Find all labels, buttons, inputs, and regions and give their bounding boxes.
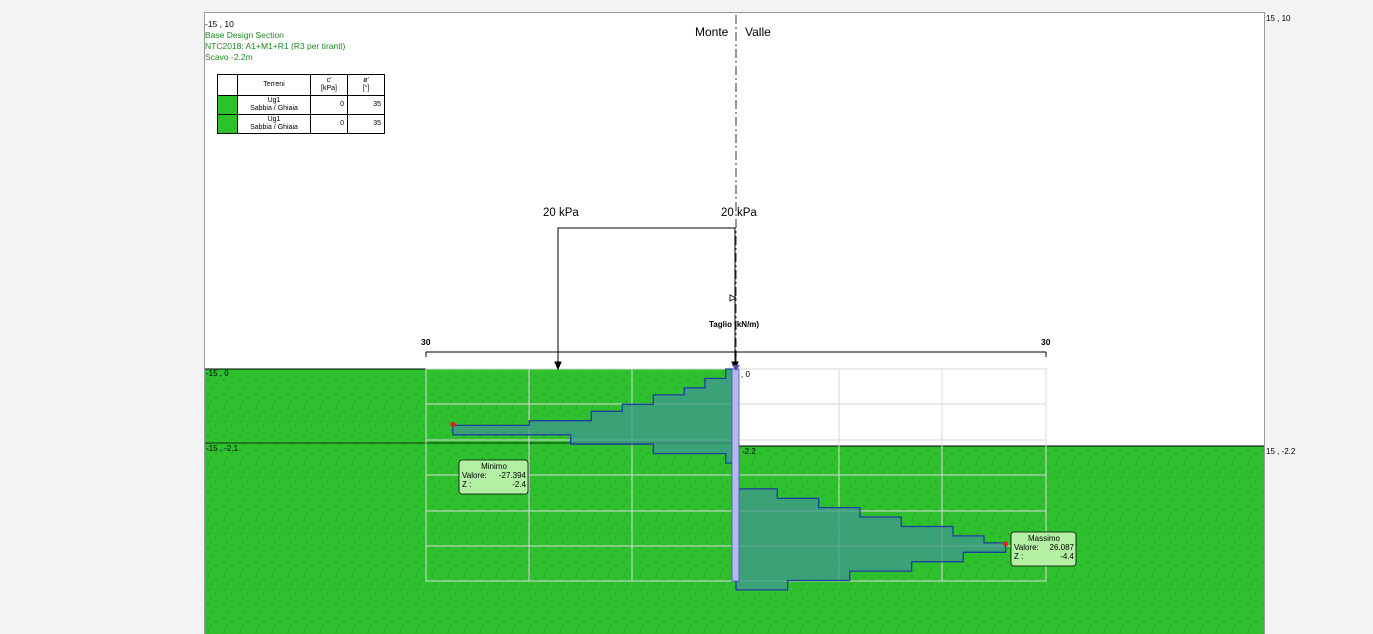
soil-table: Terreni c' [kPa] ø' [°] Ug1 Sabbia / Ghiaia… [217, 74, 385, 134]
monte-label: Monte [695, 25, 729, 39]
soil-table-c-header: c' [kPa] [310, 74, 348, 96]
coord-left-ground: -15 , 0 [206, 369, 229, 378]
coord-right-excavation: 15 , -2.2 [1266, 447, 1296, 456]
maximum-title: Massimo [1027, 534, 1060, 543]
minimum-z: -2.4 [512, 480, 526, 489]
minimum-marker[interactable] [450, 421, 456, 427]
diagram-title: Taglio (kN/m) [709, 320, 760, 329]
coord-top-right: 15 , 10 [1266, 14, 1291, 23]
c-unit: [kPa] [321, 85, 337, 92]
soil-table-phi-header: ø' [°] [347, 74, 385, 96]
maximum-marker[interactable] [1003, 541, 1009, 547]
phi-label: ø' [363, 77, 369, 84]
wall-top-label: , 0 [741, 370, 750, 379]
soil-table-row[interactable]: Ug1 Sabbia / Ghiaia 0 35 [217, 95, 385, 115]
coord-left-excavation: -15 , -2.1 [206, 444, 239, 453]
valle-label: Valle [745, 25, 771, 39]
wall-head-marker-icon [732, 365, 740, 371]
soil-phi-value: 35 [347, 114, 385, 134]
coord-top-left: -15 , 10 [205, 19, 234, 29]
surcharge-load[interactable] [554, 227, 739, 371]
soil-type: Sabbia / Ghiaia [250, 124, 298, 131]
minimum-value-row: Valore: -27.394 [462, 471, 526, 480]
scale-right-label: 30 [1041, 337, 1051, 347]
soil-table-name-header: Terreni [237, 74, 311, 96]
section-canvas[interactable]: -15 , 10 Base Design Section NTC2018: A1… [204, 12, 1265, 634]
soil-phi-value: 35 [347, 95, 385, 115]
load-left-label: 20 kPa [543, 207, 579, 219]
maximum-z-label: Z : [1014, 552, 1024, 561]
diagram-marker-icon [729, 294, 737, 302]
minimum-z-row: Z : -2.4 [462, 480, 526, 489]
soil-id: Ug1 [267, 97, 281, 104]
load-right-label: 20 kPa [721, 207, 757, 219]
minimum-value: -27.394 [498, 471, 526, 480]
diagram-scale-bar [425, 351, 1047, 357]
section-info: -15 , 10 Base Design Section NTC2018: A1… [205, 19, 345, 63]
soil-id: Ug1 [267, 116, 281, 123]
minimum-callout-box [458, 459, 529, 495]
soil-c-value: 0 [310, 95, 348, 115]
maximum-value-label: Valore: [1014, 543, 1039, 552]
wall[interactable] [731, 368, 740, 582]
maximum-value: 26.087 [1049, 543, 1074, 552]
soil-name: Ug1 Sabbia / Ghiaia [237, 114, 311, 134]
scale-left-label: 30 [421, 337, 431, 347]
soil-c-value: 0 [310, 114, 348, 134]
maximum-callout[interactable]: Massimo Valore: 26.087 Z : -4.4 [1014, 534, 1074, 561]
soil-type: Sabbia / Ghiaia [250, 105, 298, 112]
minimum-value-label: Valore: [462, 471, 487, 480]
minimum-callout[interactable]: Minimo Valore: -27.394 Z : -2.4 [462, 462, 526, 489]
soil-table-swatch-header [217, 74, 238, 96]
phi-unit: [°] [362, 85, 370, 92]
soil-table-header: Terreni c' [kPa] ø' [°] [217, 74, 385, 96]
section-drawing [205, 15, 1264, 634]
minimum-z-label: Z : [462, 480, 472, 489]
wall-excavation-label: -2.2 [742, 447, 756, 456]
soil-swatch [217, 95, 238, 115]
c-label: c' [326, 77, 332, 84]
maximum-z-row: Z : -4.4 [1014, 552, 1074, 561]
minimum-title: Minimo [481, 462, 507, 471]
section-title: Base Design Section [205, 30, 284, 40]
maximum-z: -4.4 [1060, 552, 1074, 561]
combination-label: NTC2018: A1+M1+R1 (R3 per tiranti) [205, 41, 346, 51]
maximum-value-row: Valore: 26.087 [1014, 543, 1074, 552]
soil-swatch [217, 114, 238, 134]
maximum-callout-box [1010, 531, 1077, 567]
excavation-label: Scavo -2.2m [205, 52, 253, 62]
soil-name: Ug1 Sabbia / Ghiaia [237, 95, 311, 115]
soil-table-row[interactable]: Ug1 Sabbia / Ghiaia 0 35 [217, 114, 385, 134]
